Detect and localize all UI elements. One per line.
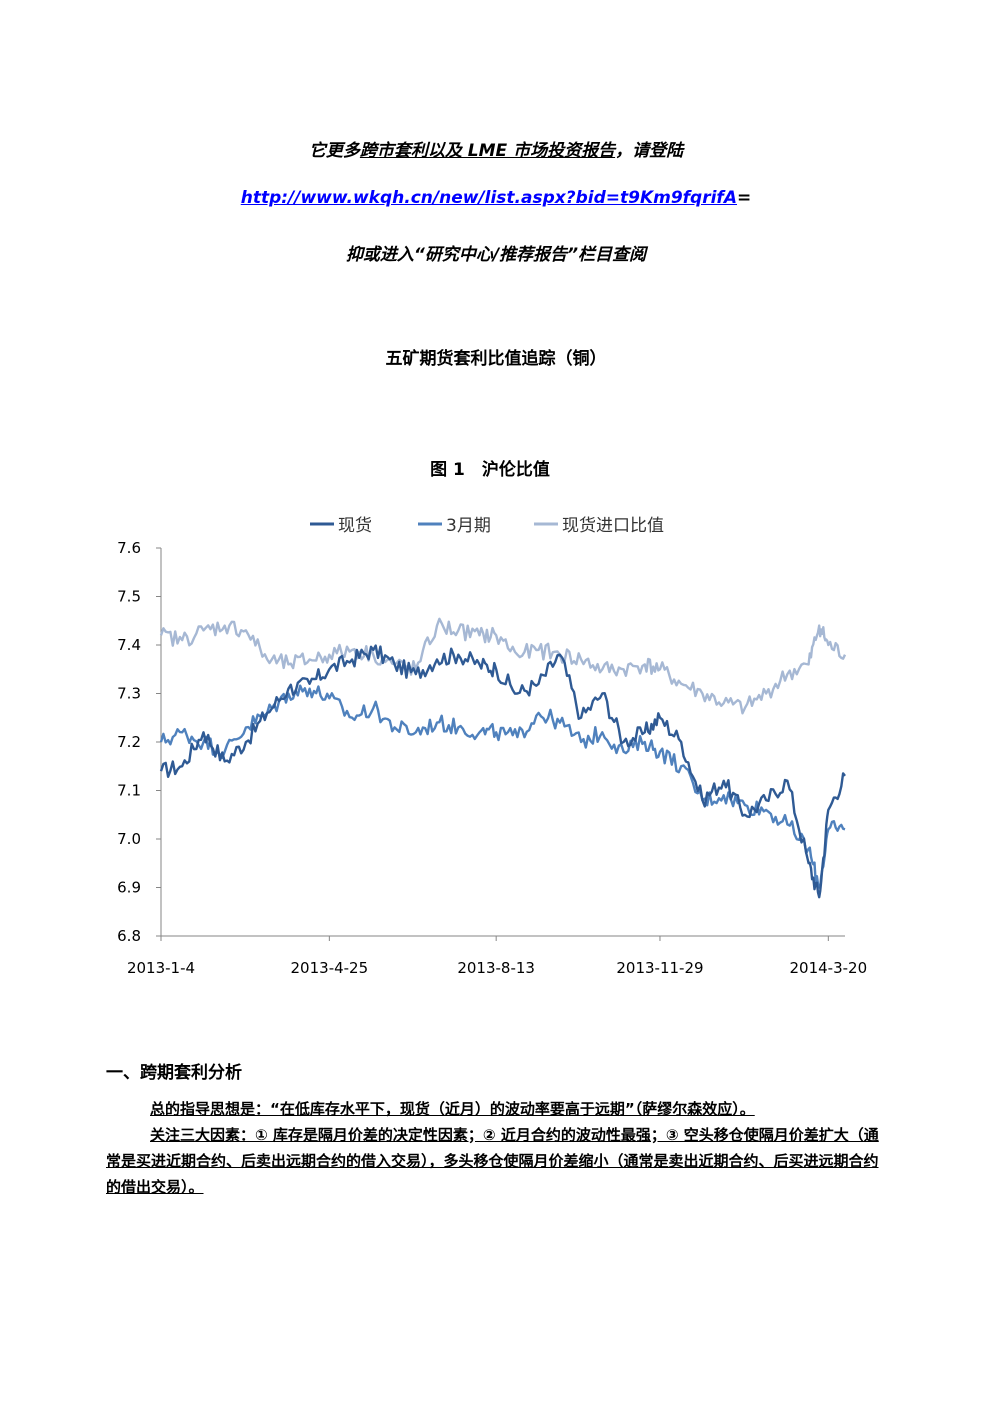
report-link[interactable]: http://www.wkqh.cn/new/list.aspx?bid=t9K…	[240, 188, 737, 208]
promo-suffix: ，请登陆	[615, 141, 684, 161]
y-tick-label: 7.4	[117, 636, 141, 654]
link-suffix: =	[737, 188, 752, 208]
chart-canvas: 6.8 6.9 7.0 7.1 7.2 7.3 7.4 7.5 7.6 2013-1-4 2013-…	[117, 516, 867, 977]
chart-title: 图 1 沪伦比值	[430, 460, 550, 480]
y-tick-label: 6.9	[117, 879, 141, 897]
x-tick-label: 2013-8-13	[457, 959, 535, 977]
legend-label: 现货	[338, 516, 372, 536]
guiding-principle-paragraph: 总的指导思想是：“在低库存水平下，现货（近月）的波动率要高于远期”（萨缪尔森效应…	[150, 1100, 755, 1118]
series-line-0	[159, 644, 846, 899]
y-tick-label: 7.0	[117, 830, 141, 848]
y-tick-label: 7.1	[117, 782, 141, 800]
promo-line-1: 它更多跨市套利以及 LME 市场投资报告，请登陆	[0, 136, 992, 161]
promo-line-3: 抑或进入“研究中心/推荐报告”栏目查阅	[345, 245, 647, 265]
ratio-chart: 图 1 沪伦比值 6.8 6.9 7.0 7.1 7.2 7.3 7.4 7.5 7.6 2013…	[100, 455, 880, 995]
series-line-2	[159, 617, 847, 715]
key-factors-paragraph: 关注三大因素：① 库存是隔月价差的决定性因素；② 近月合约的波动性最强；③ 空头…	[106, 1126, 879, 1196]
section-heading: 一、跨期套利分析	[106, 1063, 242, 1083]
y-tick-label: 7.3	[117, 685, 141, 703]
x-tick-label: 2014-3-20	[789, 959, 867, 977]
y-tick-label: 7.5	[117, 588, 141, 606]
series-line-1	[159, 684, 846, 889]
document-title: 五矿期货套利比值追踪（铜）	[385, 349, 607, 369]
y-tick-label: 6.8	[117, 927, 141, 945]
x-tick-label: 2013-4-25	[291, 959, 369, 977]
promo-line-2: http://www.wkqh.cn/new/list.aspx?bid=t9K…	[0, 188, 992, 208]
y-tick-label: 7.6	[117, 539, 141, 557]
legend-label: 现货进口比值	[562, 516, 664, 536]
x-tick-label: 2013-1-4	[127, 959, 195, 977]
x-tick-label: 2013-11-29	[616, 959, 703, 977]
legend-label: 3月期	[446, 516, 491, 536]
promo-prefix: 它更多	[308, 141, 360, 161]
y-tick-label: 7.2	[117, 733, 141, 751]
promo-underlined-text: 跨市套利以及 LME 市场投资报告	[359, 141, 616, 161]
